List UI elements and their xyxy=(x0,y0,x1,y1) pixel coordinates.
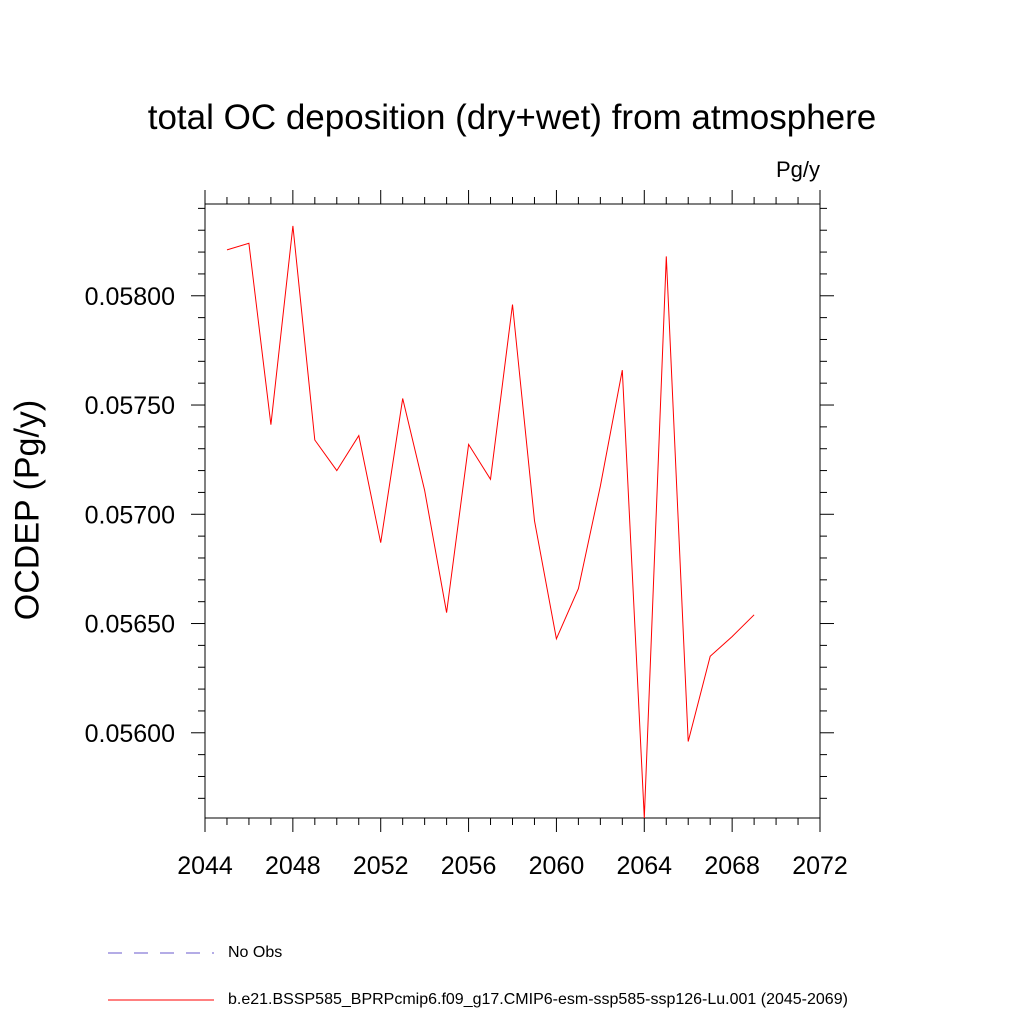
y-tick-label: 0.05700 xyxy=(85,501,175,529)
series-line xyxy=(226,225,755,819)
x-tick-label: 2060 xyxy=(529,852,585,880)
legend-label-model-run: b.e21.BSSP585_BPRPcmip6.f09_g17.CMIP6-es… xyxy=(228,991,848,1008)
legend-label-no-obs: No Obs xyxy=(228,944,283,961)
x-tick-label: 2052 xyxy=(353,852,409,880)
x-tick-label: 2044 xyxy=(177,852,233,880)
x-tick-label: 2072 xyxy=(792,852,848,880)
x-tick-label: 2056 xyxy=(441,852,497,880)
dashed-line-swatch-icon xyxy=(108,952,214,954)
y-tick-label: 0.05600 xyxy=(85,720,175,748)
x-tick-label: 2048 xyxy=(265,852,321,880)
x-tick-label: 2064 xyxy=(616,852,672,880)
plot-frame xyxy=(204,203,821,819)
y-tick-label: 0.05750 xyxy=(85,392,175,420)
legend-item-no-obs: No Obs xyxy=(108,943,282,963)
legend-item-model-run: b.e21.BSSP585_BPRPcmip6.f09_g17.CMIP6-es… xyxy=(108,990,848,1010)
y-tick-label: 0.05800 xyxy=(85,283,175,311)
chart-title: total OC deposition (dry+wet) from atmos… xyxy=(147,98,877,137)
units-label: Pg/y xyxy=(775,157,820,182)
solid-line-swatch-icon xyxy=(108,999,214,1001)
y-tick-label: 0.05650 xyxy=(85,611,175,639)
x-tick-label: 2068 xyxy=(704,852,760,880)
